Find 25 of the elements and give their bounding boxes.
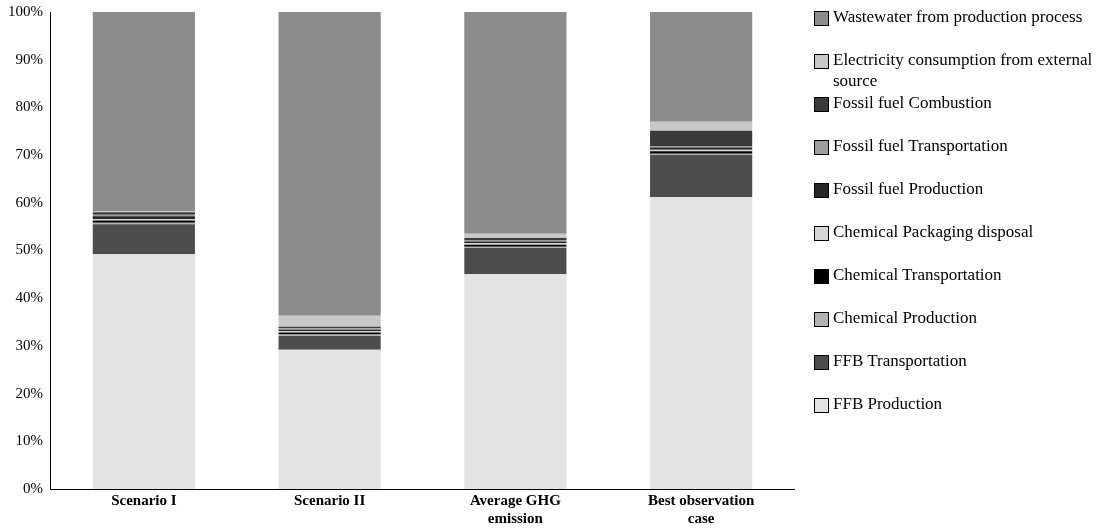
y-tick-label: 0% [23,479,43,496]
y-tick-label: 80% [15,98,43,115]
legend-label: Fossil fuel Combustion [833,92,992,113]
legend-label: Wastewater from production process [833,6,1083,27]
y-tick-label: 40% [15,289,43,306]
x-tick-label: Scenario II [294,491,366,508]
x-tick-label: Scenario I [111,491,177,508]
y-tick-label: 70% [15,146,43,163]
y-tick-label: 50% [15,241,43,258]
legend-label: Chemical Packaging disposal [833,221,1034,242]
y-tick-label: 10% [15,432,43,449]
legend-label: Fossil fuel Transportation [833,135,1008,156]
y-tick-label: 60% [15,193,43,210]
y-tick-label: 90% [15,50,43,67]
legend-label: FFB Production [833,393,943,414]
legend-label: Fossil fuel Production [833,178,984,199]
y-tick-label: 30% [15,336,43,353]
legend-label: Chemical Transportation [833,264,1002,285]
legend-label: Chemical Production [833,307,978,328]
legend-label: Electricity consumption from external source [833,49,1094,91]
y-tick-label: 100% [8,2,43,19]
x-tick-label: Average GHG emission [469,491,562,526]
y-tick-label: 20% [15,384,43,401]
x-tick-label: Best observation case [648,491,755,526]
legend-label: FFB Transportation [833,350,967,371]
